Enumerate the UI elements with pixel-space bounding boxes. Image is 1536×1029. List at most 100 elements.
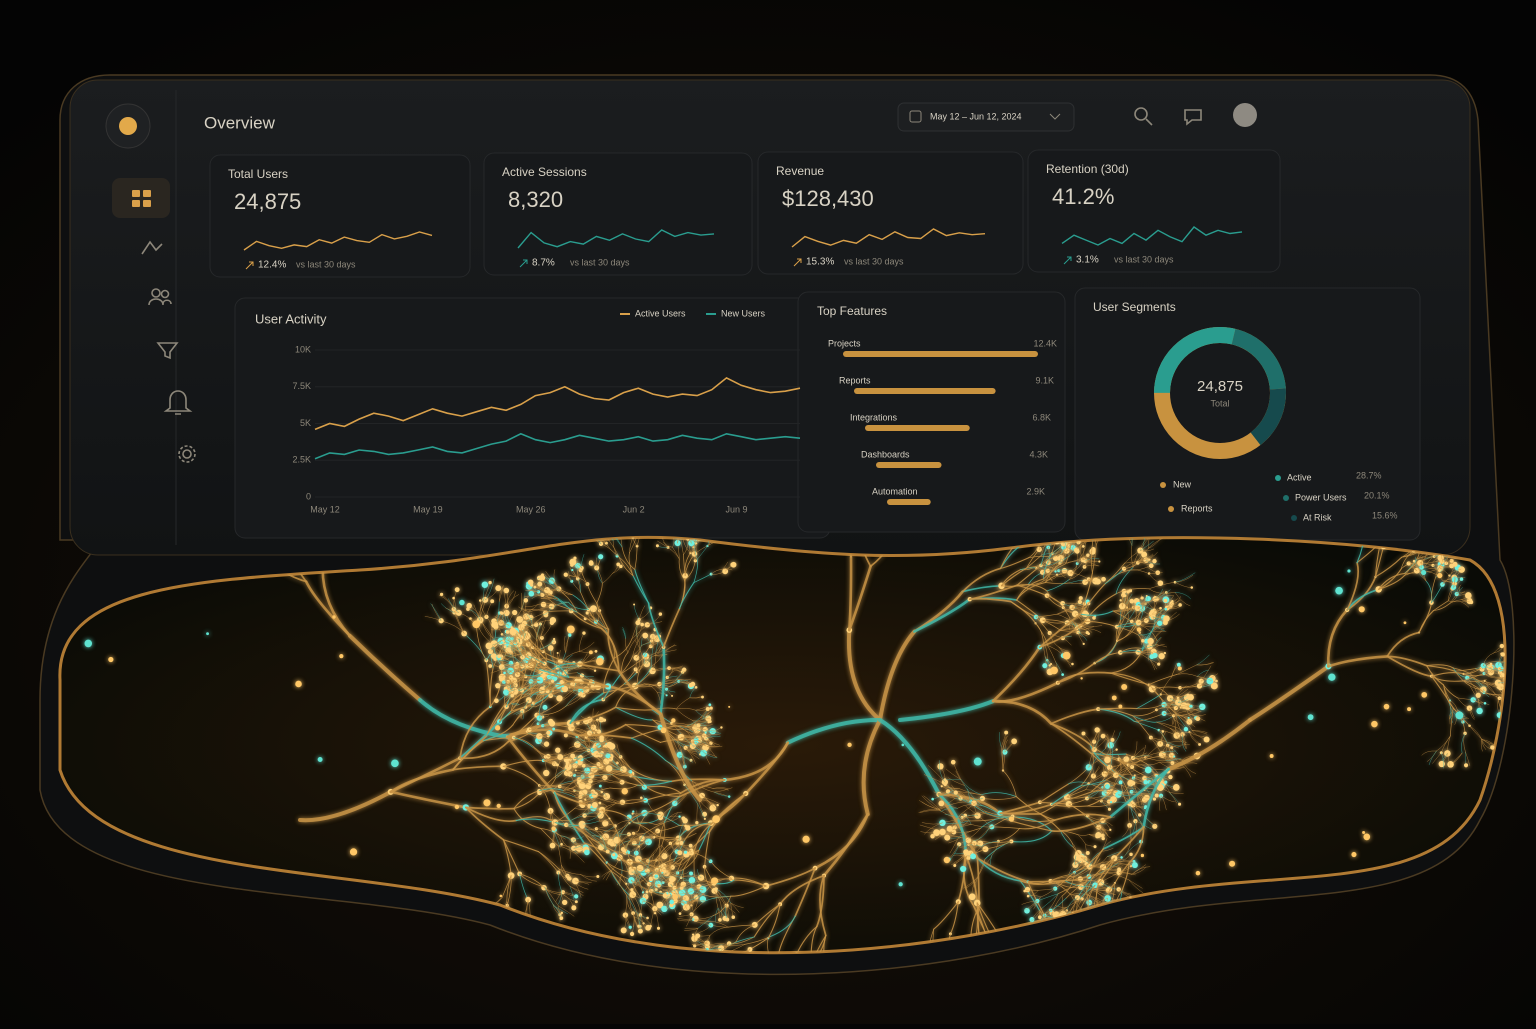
light-node: [1086, 631, 1089, 634]
light-node: [586, 611, 589, 614]
light-node: [1061, 673, 1064, 676]
light-node: [640, 623, 644, 627]
light-node: [1095, 832, 1101, 838]
light-node: [1148, 559, 1150, 561]
light-node: [708, 703, 711, 706]
light-node: [599, 785, 602, 788]
features-panel: [798, 292, 1065, 532]
logo[interactable]: [119, 117, 137, 135]
light-node: [1164, 599, 1168, 603]
light-node: [629, 926, 632, 929]
segments-panel: [1075, 288, 1420, 540]
light-node: [1186, 719, 1192, 725]
light-node: [720, 726, 722, 728]
light-node: [689, 877, 696, 884]
light-node: [588, 779, 593, 784]
light-node: [1086, 554, 1089, 557]
light-node: [718, 918, 722, 922]
light-node: [1095, 579, 1101, 585]
light-node: [677, 850, 682, 855]
light-node: [646, 917, 649, 920]
light-node: [1094, 727, 1099, 732]
light-node: [671, 695, 673, 697]
light-node: [669, 900, 674, 905]
light-node: [710, 707, 713, 710]
light-node: [1071, 663, 1074, 666]
light-node: [1490, 745, 1494, 749]
light-node: [1171, 600, 1173, 602]
light-node: [1075, 549, 1080, 554]
light-node: [1117, 867, 1121, 871]
light-node: [938, 800, 944, 806]
light-node: [684, 851, 687, 854]
light-node: [1105, 784, 1110, 789]
light-node: [939, 829, 946, 836]
light-node: [1177, 663, 1181, 667]
light-node: [1124, 595, 1126, 597]
light-node: [953, 864, 956, 867]
light-node: [1464, 763, 1468, 767]
light-node: [679, 841, 683, 845]
light-node: [1078, 600, 1082, 604]
light-node: [682, 818, 688, 824]
light-node: [1460, 577, 1464, 581]
light-node: [1215, 680, 1218, 683]
light-node: [1138, 813, 1141, 816]
light-node: [960, 866, 966, 872]
light-node: [685, 825, 690, 830]
light-node: [944, 835, 950, 841]
light-node: [1143, 780, 1147, 784]
light-node: [1198, 743, 1201, 746]
light-node: [705, 732, 707, 734]
light-node: [630, 932, 634, 936]
light-node: [1152, 653, 1157, 658]
light-node: [640, 797, 643, 800]
light-node: [692, 934, 694, 936]
light-node: [963, 849, 969, 855]
light-node: [1152, 824, 1157, 829]
light-node: [725, 918, 729, 922]
light-node: [695, 821, 698, 824]
light-node: [1023, 890, 1026, 893]
light-node: [941, 785, 943, 787]
light-node: [706, 707, 710, 711]
light-node: [635, 620, 640, 625]
light-node: [1484, 702, 1487, 705]
light-node: [1108, 808, 1111, 811]
light-node: [1109, 829, 1111, 831]
light-node: [1188, 694, 1194, 700]
light-node: [701, 696, 704, 699]
light-node: [1191, 586, 1194, 589]
activity-panel: [235, 298, 830, 538]
avatar[interactable]: [1233, 103, 1257, 127]
light-node: [663, 893, 668, 898]
light-node: [1155, 794, 1159, 798]
light-node: [660, 867, 666, 873]
light-node: [716, 804, 718, 806]
light-node: [1157, 621, 1162, 626]
light-node: [1042, 663, 1047, 668]
light-node: [933, 829, 940, 836]
light-node: [1081, 732, 1085, 736]
nav-active[interactable]: [112, 178, 170, 218]
light-node: [1164, 781, 1167, 784]
light-node: [659, 612, 662, 615]
light-node: [1413, 560, 1416, 563]
light-node: [649, 925, 652, 928]
light-node: [1092, 616, 1096, 620]
light-node: [1476, 693, 1481, 698]
light-node: [1158, 580, 1164, 586]
light-node: [564, 733, 568, 737]
light-node: [654, 875, 658, 879]
light-node: [1110, 738, 1114, 742]
light-node: [1101, 734, 1106, 739]
light-node: [632, 813, 634, 815]
light-node: [1132, 862, 1138, 868]
light-node: [1178, 603, 1182, 607]
light-node: [679, 889, 685, 895]
light-node: [1079, 596, 1083, 600]
light-node: [1161, 730, 1164, 733]
light-node: [1147, 638, 1153, 644]
light-node: [575, 769, 577, 771]
light-node: [695, 686, 698, 689]
